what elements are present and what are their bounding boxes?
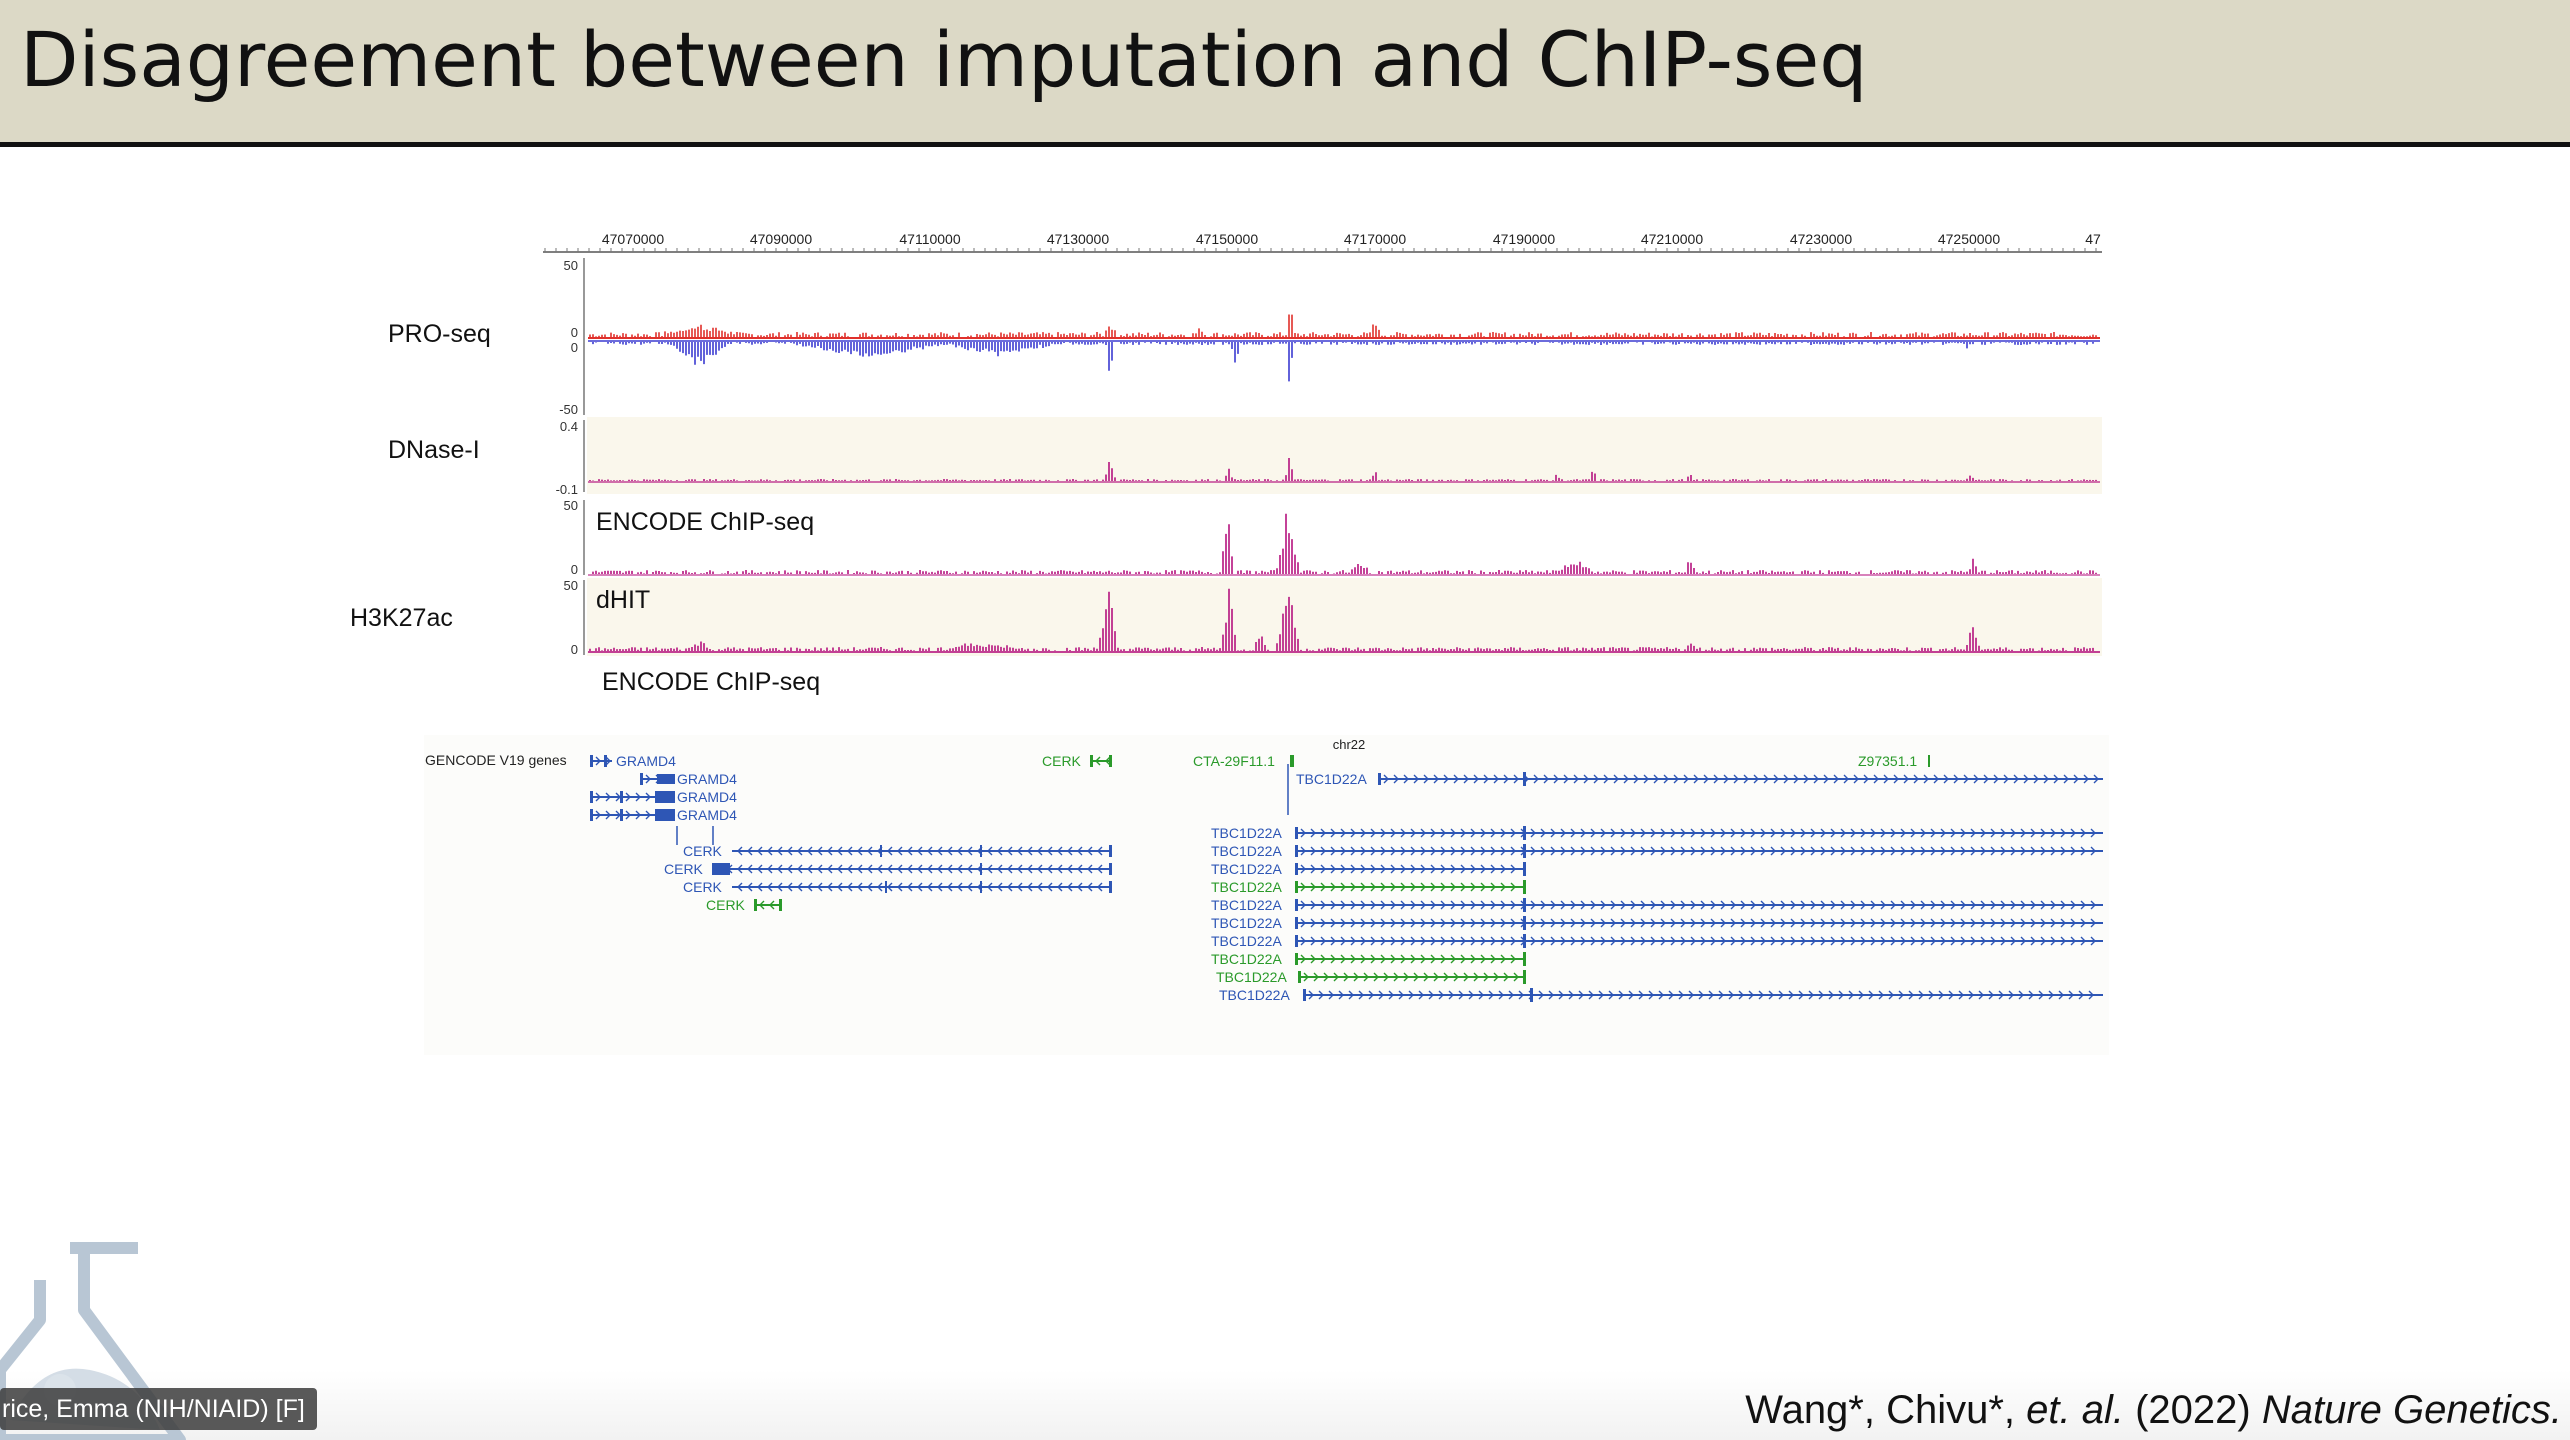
- scale-label: 50: [564, 578, 578, 593]
- proseq-plus-signal: [589, 314, 2097, 337]
- gene-label-tbc1d22a: TBC1D22A: [1296, 771, 1367, 787]
- scale-label: 50: [564, 258, 578, 273]
- gene-model: [590, 755, 612, 767]
- gene-label-tbc1d22a: TBC1D22A: [1211, 951, 1282, 967]
- scale-label: -50: [559, 402, 578, 417]
- slide-title: Disagreement between imputation and ChIP…: [20, 15, 1868, 104]
- gene-model: [1298, 970, 1526, 984]
- gene-model: [1928, 755, 1930, 767]
- axis-tick-label: 47230000: [1790, 231, 1853, 247]
- gene-model: [732, 845, 1112, 857]
- gene-model: [1090, 755, 1112, 767]
- gene-model: [1378, 772, 2103, 786]
- gene-label-gramd4: GRAMD4: [677, 771, 737, 787]
- gene-label-gramd4: GRAMD4: [677, 807, 737, 823]
- title-divider: [0, 142, 2570, 147]
- gene-label-tbc1d22a: TBC1D22A: [1216, 969, 1287, 985]
- axis-tick-label: 47250000: [1938, 231, 2001, 247]
- track-label-encode-chipseq: ENCODE ChIP-seq: [596, 508, 814, 536]
- gene-label-z97: Z97351.1: [1858, 753, 1917, 769]
- dhit-track: H3K27ac 50 0 dHIT: [350, 578, 2102, 657]
- gene-label-cta: CTA-29F11.1: [1193, 753, 1275, 769]
- axis-tick-label: 47150000: [1196, 231, 1259, 247]
- axis-minor-ticks: [544, 248, 2097, 252]
- chrom-label: chr22: [1333, 737, 1366, 752]
- gene-label-tbc1d22a: TBC1D22A: [1211, 861, 1282, 877]
- gene-label-tbc1d22a: TBC1D22A: [1211, 915, 1282, 931]
- genes-track-label: GENCODE V19 genes: [425, 752, 567, 768]
- scale-label: 0: [571, 340, 578, 355]
- gene-model: [754, 899, 782, 911]
- citation-journal: Nature Genetics.: [2261, 1388, 2562, 1432]
- gene-label-cerk: CERK: [683, 843, 723, 859]
- dhit-peaks-signal: [589, 588, 2094, 651]
- citation-etal: et. al.: [2026, 1388, 2124, 1432]
- gene-label-cerk: CERK: [683, 879, 723, 895]
- gene-model: [1295, 898, 2103, 912]
- gene-label-cerk: CERK: [706, 897, 746, 913]
- scale-label: 50: [564, 498, 578, 513]
- gene-model: [1303, 988, 2103, 1002]
- gene-model: [590, 791, 675, 803]
- track-label-encode-below: ENCODE ChIP-seq: [602, 668, 820, 696]
- citation-authors: Wang*, Chivu*,: [1745, 1388, 2027, 1432]
- gene-label-tbc1d22a: TBC1D22A: [1211, 879, 1282, 895]
- gene-model: [1295, 844, 2103, 858]
- scale-label: 0.4: [560, 419, 578, 434]
- encode-chipseq-track: 50 0 ENCODE ChIP-seq: [564, 496, 2102, 578]
- footer-band: [0, 1370, 2570, 1440]
- gene-label-tbc1d22a: TBC1D22A: [1211, 897, 1282, 913]
- gene-label-tbc1d22a: TBC1D22A: [1211, 933, 1282, 949]
- gencode-genes-track: chr22 GENCODE V19 genes GRAMD4 GRAMD4 GR…: [424, 735, 2109, 1055]
- gene-model: [1295, 880, 1526, 894]
- gene-label-tbc1d22a: TBC1D22A: [1211, 843, 1282, 859]
- scale-label: 0: [571, 325, 578, 340]
- gene-model: [640, 773, 675, 785]
- axis-tick-label: 47110000: [899, 231, 960, 247]
- gene-model: [732, 881, 1112, 893]
- gene-label-cerk-top: CERK: [1042, 753, 1082, 769]
- encode-peaks-signal: [592, 513, 2097, 574]
- speaker-name-label: rice, Emma (NIH/NIAID) [F]: [0, 1388, 317, 1430]
- track-label-dhit: dHIT: [596, 586, 650, 614]
- gene-model: [712, 863, 1112, 875]
- scale-label: 0: [571, 562, 578, 577]
- dnase-track: DNase-I 0.4 -0.1: [388, 417, 2102, 497]
- axis-tick-label: 47170000: [1344, 231, 1407, 247]
- coordinate-axis: 47070000 47090000 47110000 47130000 4715…: [543, 222, 2103, 254]
- gene-label-gramd4: GRAMD4: [616, 753, 676, 769]
- track-label-dnase: DNase-I: [388, 436, 480, 464]
- axis-tick-label: 47: [2085, 231, 2101, 247]
- dnase-peaks-signal: [589, 458, 2097, 481]
- axis-tick-label: 47070000: [602, 231, 665, 247]
- axis-tick-label: 47130000: [1047, 231, 1110, 247]
- citation-year: (2022): [2124, 1388, 2262, 1432]
- axis-tick-label: 47090000: [750, 231, 813, 247]
- gene-label-cerk: CERK: [664, 861, 704, 877]
- gene-model: [590, 809, 675, 821]
- proseq-track: PRO-seq 50 0 0 -50: [388, 258, 2100, 417]
- title-bar: Disagreement between imputation and ChIP…: [0, 0, 2570, 142]
- scale-label: -0.1: [556, 482, 578, 497]
- gene-model: [1295, 862, 1526, 876]
- scale-label: 0: [571, 642, 578, 657]
- gene-model: [1295, 934, 2103, 948]
- gene-label-gramd4: GRAMD4: [677, 789, 737, 805]
- track-label-proseq: PRO-seq: [388, 320, 491, 348]
- proseq-minus-signal: [592, 342, 2094, 382]
- citation: Wang*, Chivu*, et. al. (2022) Nature Gen…: [1745, 1380, 2562, 1440]
- axis-tick-label: 47210000: [1641, 231, 1704, 247]
- gene-model: [1295, 952, 1526, 966]
- gene-model: [1295, 916, 2103, 930]
- gene-model: [1295, 826, 2103, 840]
- gene-label-tbc1d22a: TBC1D22A: [1219, 987, 1290, 1003]
- axis-tick-label: 47190000: [1493, 231, 1556, 247]
- gene-model: [1290, 755, 1294, 767]
- gene-label-tbc1d22a: TBC1D22A: [1211, 825, 1282, 841]
- track-label-h3k27ac: H3K27ac: [350, 604, 453, 632]
